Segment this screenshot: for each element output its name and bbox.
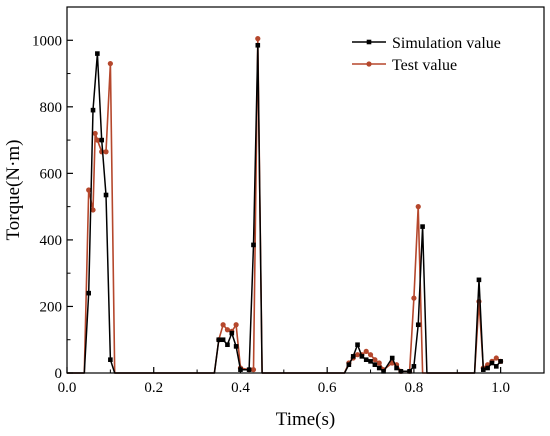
data-point — [372, 362, 378, 367]
data-point — [251, 242, 256, 248]
data-point — [493, 355, 499, 361]
data-point — [411, 364, 417, 369]
data-point — [355, 342, 360, 348]
x-tick-label: 1.0 — [491, 380, 510, 396]
data-point — [255, 42, 261, 48]
data-point — [220, 322, 226, 328]
data-point — [95, 51, 100, 56]
data-point — [389, 355, 395, 361]
series-layer — [67, 36, 504, 374]
y-tick-label: 0 — [55, 366, 63, 382]
y-tick-label: 800 — [40, 100, 63, 116]
data-point — [489, 360, 495, 366]
plot-frame — [66, 6, 545, 374]
data-point — [394, 365, 399, 371]
x-tick-label: 0.2 — [144, 380, 163, 396]
data-point — [415, 204, 421, 210]
data-point — [90, 107, 96, 113]
y-tick-label: 200 — [40, 299, 63, 315]
data-point — [350, 354, 356, 359]
data-point — [220, 337, 226, 343]
x-tick-label: 0.4 — [231, 380, 250, 396]
data-point — [86, 290, 91, 296]
data-point — [381, 369, 386, 374]
data-point — [90, 207, 96, 213]
data-point — [407, 369, 412, 374]
data-point — [103, 149, 109, 155]
data-point — [476, 277, 482, 283]
data-point — [250, 367, 257, 373]
data-point — [233, 322, 239, 328]
data-point — [229, 330, 235, 336]
data-point — [225, 342, 230, 348]
data-point — [411, 295, 417, 301]
data-point — [498, 359, 503, 364]
series-simulation — [67, 42, 503, 374]
legend: Simulation value Test value — [352, 35, 501, 74]
data-point — [363, 357, 369, 362]
y-axis-title: Torque(N·m) — [3, 139, 24, 240]
data-point — [108, 357, 113, 362]
legend-label-simulation: Simulation value — [392, 35, 501, 52]
data-point — [216, 337, 222, 343]
data-point — [480, 367, 486, 372]
data-point — [255, 36, 261, 42]
y-tick-label: 400 — [40, 233, 63, 249]
data-point — [485, 365, 490, 371]
data-point — [494, 364, 499, 369]
x-tick-label: 0.0 — [58, 380, 77, 396]
data-point — [359, 354, 365, 359]
x-axis-title: Time(s) — [276, 409, 335, 430]
data-point — [415, 322, 421, 328]
data-point — [346, 362, 352, 367]
data-point — [99, 137, 104, 143]
data-point — [368, 359, 373, 364]
y-tick-label: 1000 — [32, 33, 62, 49]
data-point — [363, 348, 369, 354]
data-point — [103, 192, 109, 198]
data-point — [94, 137, 100, 143]
data-point — [233, 344, 239, 349]
data-point — [354, 352, 361, 358]
data-point — [107, 60, 113, 67]
data-point — [376, 365, 382, 371]
axis-ticks: 0.0 0.2 0.4 0.6 0.8 1.0 0 200 400 600 800 1000 — [32, 33, 510, 396]
data-point — [376, 360, 382, 366]
legend-marker-simulation — [366, 39, 372, 45]
x-tick-label: 0.6 — [318, 380, 337, 396]
data-point — [398, 369, 404, 374]
data-point — [372, 357, 378, 363]
data-point — [420, 224, 425, 229]
y-tick-label: 600 — [40, 166, 63, 182]
legend-marker-test — [366, 61, 372, 67]
data-point — [224, 327, 231, 333]
legend-label-test: Test value — [392, 57, 457, 74]
data-point — [92, 130, 98, 137]
x-tick-label: 0.8 — [405, 380, 424, 396]
data-point — [246, 367, 252, 372]
data-point — [86, 187, 92, 193]
data-point — [367, 352, 374, 358]
